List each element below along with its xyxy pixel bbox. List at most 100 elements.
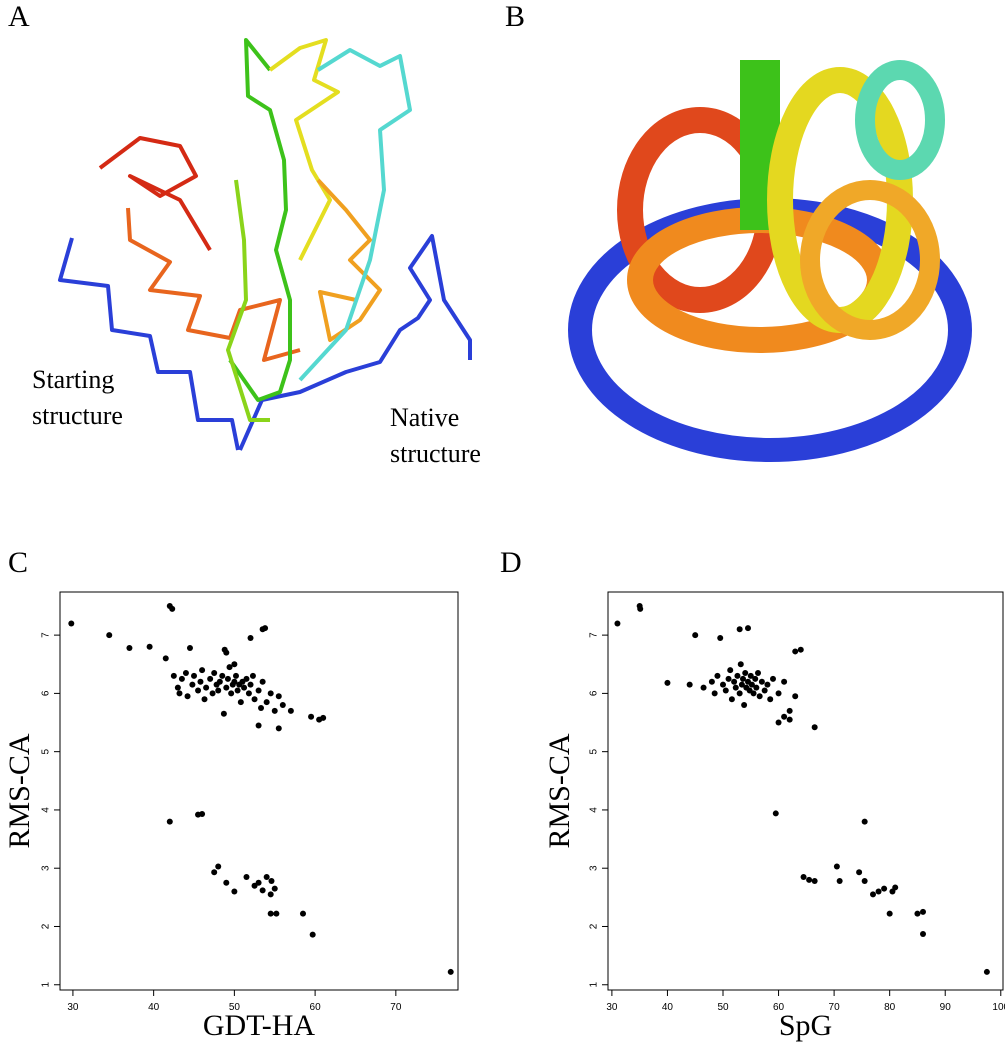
point (881, 885, 888, 892)
point (664, 679, 671, 686)
backbone (268, 38, 340, 261)
point (734, 672, 741, 679)
y-tick-label: 2 (41, 923, 52, 929)
point (792, 648, 799, 655)
point (199, 811, 206, 818)
point (742, 669, 749, 676)
ensemble (855, 60, 945, 180)
point (251, 696, 258, 703)
x-tick-label: 80 (884, 1002, 896, 1013)
point (267, 891, 274, 898)
point (255, 722, 262, 729)
x-tick-label: 100 (992, 1002, 1005, 1013)
x-tick-label: 70 (829, 1002, 841, 1013)
point (752, 675, 759, 682)
point (731, 678, 738, 685)
point (764, 681, 771, 688)
point (720, 681, 726, 688)
point (232, 672, 239, 679)
point (797, 646, 804, 653)
point (268, 878, 275, 885)
x-tick-label: 40 (148, 1002, 160, 1013)
point (247, 635, 254, 642)
plot-frame (59, 591, 459, 991)
x-tick-label: 90 (940, 1002, 952, 1013)
point (275, 693, 282, 700)
point (245, 690, 252, 697)
point (728, 696, 735, 703)
point (875, 888, 882, 895)
point (219, 672, 226, 679)
structure-a (58, 38, 472, 451)
plot-frame (607, 591, 1004, 991)
point (732, 684, 739, 691)
y-tick-label: 4 (589, 807, 600, 813)
backbone (98, 136, 212, 252)
point (287, 707, 294, 714)
point (753, 684, 760, 691)
point (836, 878, 843, 885)
point (243, 675, 250, 682)
point (237, 699, 244, 706)
point (308, 713, 315, 720)
y-tick-label: 1 (589, 982, 600, 988)
point (708, 678, 715, 685)
y-tick-label: 5 (41, 748, 52, 754)
point (243, 873, 250, 880)
point (106, 632, 113, 639)
point (68, 620, 75, 627)
point (745, 625, 751, 632)
point (279, 702, 286, 709)
point (886, 910, 893, 917)
point (223, 879, 230, 886)
point (197, 678, 204, 685)
point (224, 675, 231, 682)
point (267, 910, 274, 917)
point (176, 690, 183, 697)
point (738, 681, 745, 688)
point (770, 675, 776, 682)
point (184, 693, 191, 700)
x-tick-label: 40 (662, 1002, 674, 1013)
point (748, 681, 755, 688)
point (249, 672, 256, 679)
point (262, 625, 269, 632)
point (856, 869, 863, 876)
y-tick-label: 5 (589, 748, 600, 754)
point (914, 910, 921, 917)
point (920, 931, 926, 938)
backbone (316, 178, 382, 342)
x-tick-label: 50 (229, 1002, 241, 1013)
point (892, 884, 899, 891)
x-tick-label: 70 (390, 1002, 402, 1013)
y-tick-label: 6 (41, 690, 52, 696)
point (215, 863, 222, 870)
point (215, 687, 222, 694)
ensemble (800, 180, 940, 340)
point (792, 693, 799, 700)
point (258, 704, 265, 711)
point (226, 664, 233, 671)
point (162, 655, 169, 662)
point (189, 681, 196, 688)
point (614, 620, 621, 627)
point (740, 675, 746, 682)
x-tick-label: 30 (67, 1002, 79, 1013)
y-tick-label: 4 (41, 807, 52, 813)
point (786, 707, 793, 714)
point (761, 687, 768, 694)
point (271, 885, 278, 892)
point (781, 713, 788, 720)
point (725, 675, 732, 682)
point (800, 873, 807, 880)
y-axis-title: RMS-CA (543, 733, 576, 848)
y-tick-label: 3 (41, 865, 52, 871)
panel-label: C (8, 546, 28, 579)
panel-label: D (500, 546, 522, 579)
point (756, 693, 763, 700)
point (191, 672, 198, 679)
point (722, 687, 729, 694)
point (767, 696, 774, 703)
point (231, 678, 238, 685)
